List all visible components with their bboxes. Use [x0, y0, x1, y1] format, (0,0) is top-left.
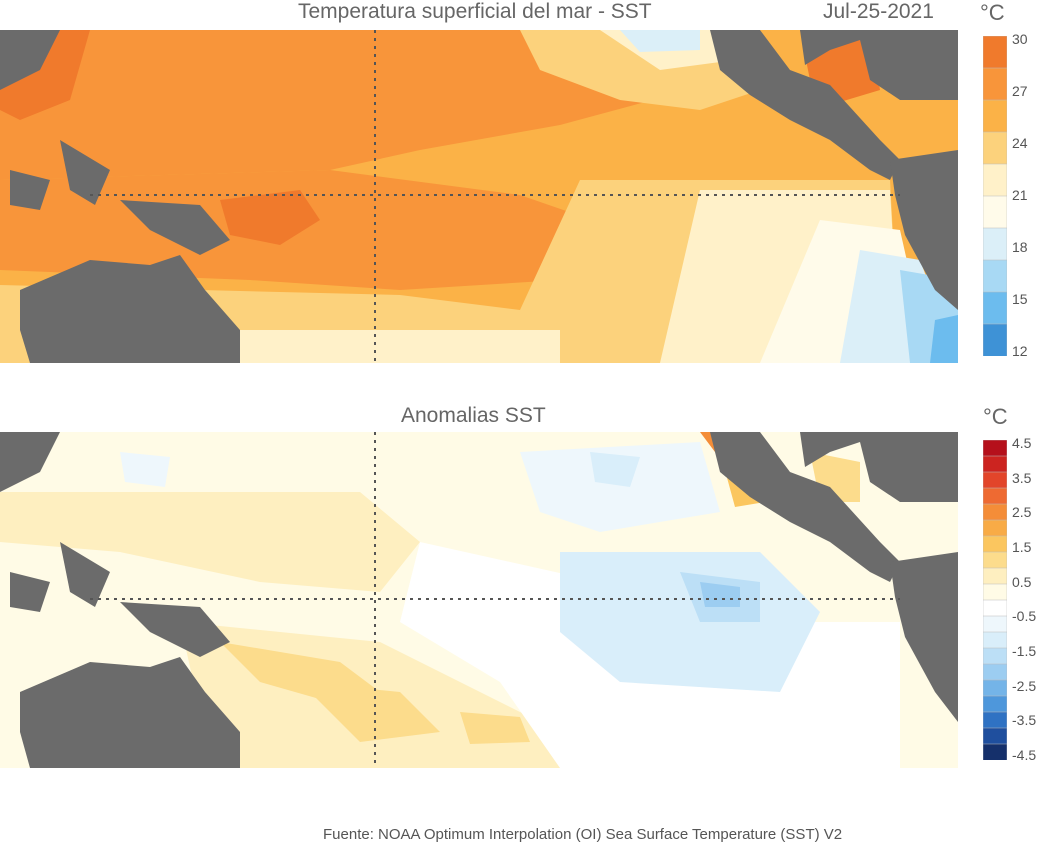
sst-colorbar-tick-label: 12	[1012, 343, 1028, 359]
sst-colorbar-swatch-7	[983, 259, 1007, 293]
anomaly-colorbar-swatch-11	[983, 615, 1007, 633]
anomaly-colorbar-swatch-19	[983, 743, 1007, 760]
anomaly-colorbar-tick-label: -4.5	[1012, 747, 1037, 763]
anomaly-title: Anomalias SST	[401, 404, 546, 427]
anomaly-colorbar-tick-label: 3.5	[1012, 469, 1032, 486]
sst-colorbar-swatch-8	[983, 291, 1007, 325]
anomaly-colorbar-tick-label: 2.5	[1012, 504, 1032, 521]
sst-colorbar-tick-label: 30	[1012, 31, 1028, 47]
anomaly-colorbar-swatch-18	[983, 727, 1007, 745]
sst-colorbar-tick-label: 24	[1012, 135, 1028, 151]
sst-colorbar-swatch-0	[983, 36, 1007, 69]
source-note: Fuente: NOAA Optimum Interpolation (OI) …	[323, 826, 843, 843]
sst-colorbar-tick-label: 27	[1012, 83, 1028, 99]
anomaly-colorbar-swatch-6	[983, 535, 1007, 553]
anomaly-colorbar-swatch-2	[983, 471, 1007, 489]
anomaly-colorbar-tick-label: 1.5	[1012, 539, 1032, 555]
anomaly-colorbar-swatch-8	[983, 567, 1007, 585]
anomaly-colorbar-swatch-12	[983, 631, 1007, 649]
anomaly-colorbar-swatch-7	[983, 551, 1007, 569]
sst-colorbar-swatch-4	[983, 163, 1007, 197]
sst-colorbar-swatch-3	[983, 131, 1007, 165]
sst-colorbar-tick-label: 18	[1012, 239, 1028, 255]
anomaly-colorbar-tick-label: 4.5	[1012, 435, 1032, 451]
anomaly-colorbar-swatch-17	[983, 711, 1007, 729]
anomaly-colorbar	[983, 440, 1007, 760]
anomaly-colorbar-tick-label: -0.5	[1012, 608, 1037, 625]
anomaly-colorbar-tick-label: -2.5	[1012, 677, 1037, 694]
sst-map	[0, 30, 958, 363]
anomaly-colorbar-swatch-9	[983, 583, 1007, 601]
anomaly-colorbar-swatch-15	[983, 679, 1007, 697]
anomaly-colorbar-swatch-16	[983, 695, 1007, 713]
anomaly-unit-label: °C	[983, 404, 1008, 429]
sst-unit-label: °C	[980, 0, 1005, 25]
anomaly-colorbar-tick-label: 0.5	[1012, 573, 1032, 590]
sst-colorbar-tick-label: 21	[1012, 187, 1028, 203]
sst-colorbar-swatch-6	[983, 227, 1007, 261]
sst-colorbar-tick-label: 15	[1012, 291, 1028, 307]
anomaly-map	[0, 432, 958, 768]
anomaly-colorbar-tick-label: -1.5	[1012, 643, 1037, 659]
anomaly-colorbar-swatch-3	[983, 487, 1007, 505]
sst-title: Temperatura superficial del mar - SST	[298, 0, 652, 23]
sst-colorbar-swatch-1	[983, 67, 1007, 101]
anomaly-colorbar-swatch-4	[983, 503, 1007, 521]
anomaly-colorbar-swatch-1	[983, 455, 1007, 473]
sst-colorbar	[983, 36, 1007, 356]
sst-colorbar-swatch-5	[983, 195, 1007, 229]
anomaly-colorbar-swatch-13	[983, 647, 1007, 665]
anomaly-colorbar-tick-label: -3.5	[1012, 712, 1037, 729]
anomaly-colorbar-swatch-5	[983, 519, 1007, 537]
anomaly-colorbar-swatch-0	[983, 440, 1007, 457]
anomaly-colorbar-swatch-10	[983, 599, 1007, 617]
sst-colorbar-swatch-9	[983, 323, 1007, 356]
sst-date: Jul-25-2021	[823, 0, 934, 23]
anomaly-colorbar-swatch-14	[983, 663, 1007, 681]
sst-colorbar-swatch-2	[983, 99, 1007, 133]
